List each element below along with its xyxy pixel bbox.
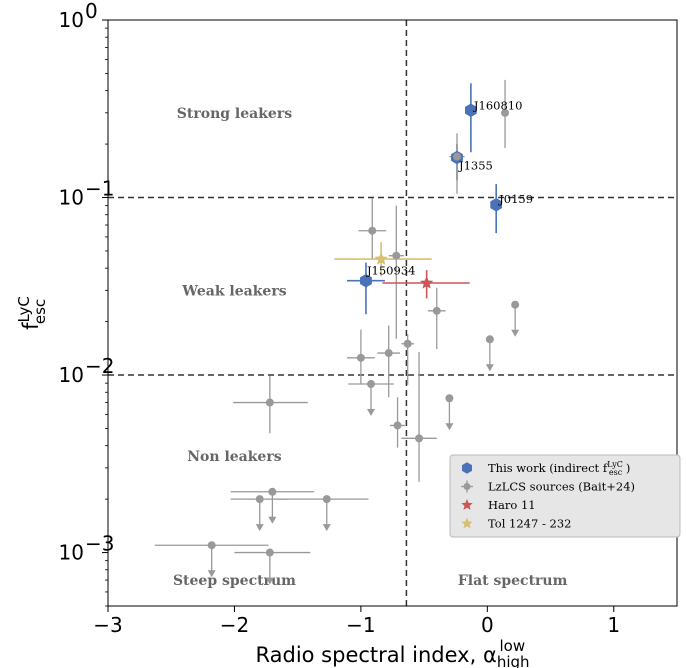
data-point [452, 152, 461, 161]
upper-limit-arrowhead [255, 524, 264, 532]
legend-marker [461, 517, 473, 529]
y-tick-label: 10 [59, 8, 84, 32]
y-axis-label: fLyCesc [15, 296, 49, 330]
data-point [445, 394, 454, 403]
y-tick-label: 10 [59, 186, 84, 210]
plot-frame [107, 19, 678, 607]
data-point [501, 108, 510, 117]
data-point [415, 434, 424, 443]
upper-limit-arrowhead [445, 423, 454, 431]
data-point [432, 306, 441, 315]
legend-label-superscript: LyC [607, 460, 623, 469]
data-point [384, 349, 393, 358]
upper-limit-arrowhead [367, 409, 376, 417]
x-tick-label: −3 [93, 613, 122, 637]
legend-label: Haro 11 [488, 498, 536, 512]
data-point [393, 421, 402, 430]
region-labels: Strong leakers Weak leakers Non leakers Ste… [173, 106, 568, 589]
y-axis-label-subscript: esc [31, 299, 49, 324]
region-label: Steep spectrum [173, 573, 296, 589]
star-point [374, 252, 388, 265]
hexagon-point [360, 273, 372, 288]
data-point [511, 300, 520, 309]
point-label: J1355 [458, 159, 493, 173]
point-label: J160810 [473, 98, 523, 112]
x-tick-label: 0 [481, 613, 494, 637]
upper-limit-arrowhead [485, 364, 494, 372]
reference-lines [108, 20, 677, 606]
data-point [207, 541, 216, 550]
y-tick-label: 10 [59, 363, 84, 387]
y-tick-exponent: −3 [85, 532, 114, 556]
legend-label: Tol 1247 - 232 [488, 517, 571, 531]
y-tick-exponent: −2 [85, 354, 114, 378]
y-tick-exponent: 0 [85, 0, 98, 23]
x-axis-label-subscript: high [497, 653, 530, 668]
x-tick-label: 1 [607, 613, 620, 637]
point-labels: J160810 J1355 J0159 J150934 [366, 98, 533, 277]
legend-marker [463, 483, 471, 490]
region-label: Strong leakers [177, 106, 292, 122]
data-point [368, 226, 377, 235]
hexagon-point [465, 103, 477, 118]
data-point [268, 487, 277, 496]
upper-limit-arrowhead [511, 329, 520, 337]
region-label: Flat spectrum [458, 573, 568, 589]
data-point [322, 495, 331, 504]
data-point [265, 398, 274, 407]
legend-marker [461, 462, 473, 474]
x-tick-label: −1 [346, 613, 375, 637]
x-axis-label-superscript: low [500, 637, 526, 655]
y-axis-label-superscript: LyC [15, 296, 33, 322]
legend-label-subscript: esc [609, 468, 623, 477]
x-axis-label: Radio spectral index, αhighlow [255, 637, 529, 668]
region-label: Non leakers [187, 449, 281, 465]
data-point [255, 495, 264, 504]
data-point [265, 548, 274, 557]
hexagon-point [490, 198, 503, 212]
legend-marker [461, 499, 473, 510]
point-label: J0159 [498, 192, 533, 206]
data-point [367, 380, 376, 389]
legend-label-tail: ) [622, 461, 630, 475]
y-tick-label: 10 [59, 541, 84, 565]
y-tick-exponent: −1 [85, 177, 114, 201]
upper-limit-arrowhead [268, 516, 277, 524]
x-tick-label: −2 [220, 613, 249, 637]
upper-limit-arrowhead [265, 577, 274, 585]
legend-box [449, 454, 681, 538]
data-point [485, 335, 494, 344]
upper-limit-arrowhead [322, 524, 331, 532]
point-label: J150934 [366, 264, 416, 278]
legend-label: This work (indirect fLyC esc ) [488, 460, 630, 477]
star-point [419, 275, 434, 289]
legend: This work (indirect fLyC esc ) LzLCS sourc… [449, 454, 681, 538]
data-point [403, 339, 412, 348]
error-bars [154, 79, 520, 585]
legend-label: LzLCS sources (Bait+24) [488, 480, 635, 494]
data-point [392, 251, 401, 260]
data-point [356, 353, 365, 362]
data-points [207, 103, 520, 557]
region-label: Weak leakers [181, 283, 286, 299]
upper-limit-arrowhead [207, 570, 216, 578]
